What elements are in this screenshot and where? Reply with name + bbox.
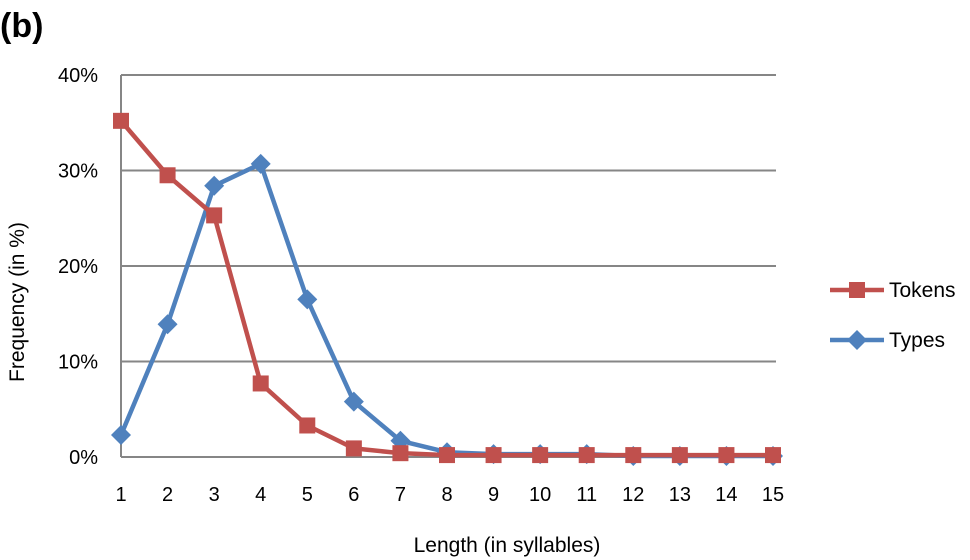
x-tick-label: 12: [622, 484, 644, 506]
x-tick-label: 10: [529, 484, 551, 506]
series-lines: [111, 112, 783, 467]
x-axis-title: Length (in syllables): [414, 534, 601, 557]
x-tick-label: 5: [302, 484, 313, 506]
legend-label: Types: [889, 329, 945, 352]
types-series: [111, 153, 783, 467]
y-tick-label: 10%: [58, 352, 98, 374]
y-tick-label: 40%: [58, 65, 98, 87]
tokens-point: [299, 417, 316, 434]
tokens-point: [252, 375, 269, 392]
x-tick-label: 7: [395, 484, 406, 506]
tokens-point: [439, 447, 455, 464]
x-tick-label: 8: [441, 484, 452, 506]
tokens-point: [671, 447, 688, 464]
legend-item-types: Types: [830, 329, 945, 352]
legend-marker: [849, 282, 865, 298]
types-point: [343, 391, 364, 412]
types-point: [297, 289, 318, 310]
x-tick-label: 11: [576, 484, 597, 506]
tokens-point: [765, 447, 781, 464]
x-tick-label: 9: [488, 484, 499, 506]
tokens-point: [578, 447, 595, 464]
tokens-point: [625, 447, 642, 464]
tokens-point: [532, 447, 549, 464]
types-point: [250, 153, 271, 174]
legend-item-tokens: Tokens: [830, 279, 956, 302]
types-point: [204, 175, 225, 196]
tokens-point: [485, 447, 502, 464]
types-point: [157, 314, 178, 335]
tokens-series: [113, 112, 781, 464]
tokens-point: [113, 112, 129, 129]
x-tick-label: 14: [715, 484, 737, 506]
y-tick-label: 20%: [58, 256, 98, 278]
panel-label: (b): [0, 7, 43, 45]
x-tick-label: 1: [115, 484, 126, 506]
x-tick-label: 15: [762, 484, 784, 506]
y-tick-label: 0%: [69, 447, 98, 469]
tokens-point: [392, 445, 409, 462]
y-axis-title: Frequency (in %): [6, 222, 29, 382]
legend-label: Tokens: [889, 279, 956, 302]
tokens-point: [345, 440, 362, 457]
y-tick-label: 30%: [58, 161, 98, 183]
x-tick-label: 2: [162, 484, 173, 506]
legend-marker: [847, 330, 867, 350]
x-tick-label: 3: [209, 484, 220, 506]
tick-labels: 0%10%20%30%40%1 2 3 4 5 6 7 8 9 10 11 12 13 14 15: [58, 65, 784, 506]
legend: Tokens Types: [830, 279, 956, 352]
types-point: [111, 425, 131, 446]
tokens-point: [159, 167, 176, 184]
tokens-point: [206, 207, 223, 224]
tokens-point: [718, 447, 735, 464]
x-tick-label: 6: [348, 484, 359, 506]
x-tick-label: 4: [255, 484, 266, 506]
x-tick-label: 13: [669, 484, 691, 506]
